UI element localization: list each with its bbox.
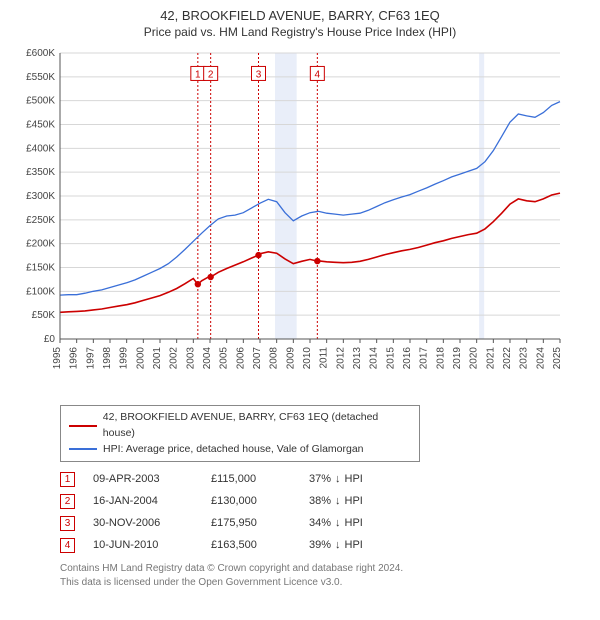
transaction-date: 09-APR-2003 [93,473,193,485]
transaction-pct: 34% [309,517,331,529]
transaction-hpi-label: HPI [345,517,363,529]
arrow-down-icon: ↓ [335,495,341,507]
footer-line-1: Contains HM Land Registry data © Crown c… [60,562,560,576]
x-tick-label: 2005 [219,347,230,370]
x-tick-label: 2013 [352,347,363,370]
transaction-row: 1 09-APR-2003 £115,000 37% ↓ HPI [60,468,588,490]
transaction-index-box: 1 [60,472,75,487]
transaction-hpi-delta: 38% ↓ HPI [309,495,363,507]
transactions-table: 1 09-APR-2003 £115,000 37% ↓ HPI 2 16-JAN-2004 £… [60,468,588,556]
legend-text: 42, BROOKFIELD AVENUE, BARRY, CF63 1EQ (… [103,410,411,442]
x-tick-label: 2019 [452,347,463,370]
legend: 42, BROOKFIELD AVENUE, BARRY, CF63 1EQ (… [60,405,420,462]
x-tick-label: 2008 [269,347,280,370]
y-tick-label: £50K [32,310,56,321]
transaction-row: 3 30-NOV-2006 £175,950 34% ↓ HPI [60,512,588,534]
x-tick-label: 1995 [52,347,63,370]
y-tick-label: £200K [26,239,55,250]
series-line [60,193,560,312]
x-tick-label: 2018 [435,347,446,370]
x-tick-label: 2020 [469,347,480,370]
chart-subtitle: Price paid vs. HM Land Registry's House … [12,25,588,39]
x-tick-label: 2022 [502,347,513,370]
transaction-index-box: 4 [60,538,75,553]
transaction-index-box: 3 [60,516,75,531]
footer-line-2: This data is licensed under the Open Gov… [60,576,560,590]
y-tick-label: £400K [26,143,55,154]
arrow-down-icon: ↓ [335,517,341,529]
transaction-index-box: 2 [60,494,75,509]
x-tick-label: 1999 [119,347,130,370]
x-tick-label: 1997 [85,347,96,370]
y-tick-label: £150K [26,263,55,274]
transaction-hpi-delta: 37% ↓ HPI [309,473,363,485]
y-tick-label: £450K [26,120,55,131]
transaction-hpi-delta: 34% ↓ HPI [309,517,363,529]
transaction-row: 2 16-JAN-2004 £130,000 38% ↓ HPI [60,490,588,512]
legend-item: 42, BROOKFIELD AVENUE, BARRY, CF63 1EQ (… [69,410,411,442]
chart-title: 42, BROOKFIELD AVENUE, BARRY, CF63 1EQ [12,8,588,23]
transaction-pct: 39% [309,539,331,551]
price-chart: £0 £50K £100K £150K £200K £250K £300K £350K £400… [12,47,588,397]
transaction-hpi-label: HPI [345,473,363,485]
x-tick-label: 2000 [135,347,146,370]
transaction-pct: 38% [309,495,331,507]
x-tick-label: 2014 [369,347,380,370]
x-tick-label: 2007 [252,347,263,370]
x-tick-label: 2004 [202,347,213,370]
y-tick-label: £350K [26,167,55,178]
transaction-hpi-delta: 39% ↓ HPI [309,539,363,551]
y-tick-label: £300K [26,191,55,202]
y-tick-label: £550K [26,72,55,83]
transaction-price: £175,950 [211,517,291,529]
y-tick-label: £600K [26,48,55,59]
x-tick-label: 2002 [169,347,180,370]
x-tick-label: 2006 [235,347,246,370]
legend-item: HPI: Average price, detached house, Vale… [69,442,411,458]
page: 42, BROOKFIELD AVENUE, BARRY, CF63 1EQ P… [0,0,600,595]
x-tick-label: 2016 [402,347,413,370]
y-tick-label: £0 [44,334,56,345]
x-tick-label: 2017 [419,347,430,370]
x-tick-label: 2003 [185,347,196,370]
transaction-date: 16-JAN-2004 [93,495,193,507]
arrow-down-icon: ↓ [335,539,341,551]
transaction-price: £115,000 [211,473,291,485]
x-tick-label: 2021 [485,347,496,370]
transaction-price: £130,000 [211,495,291,507]
x-tick-label: 2025 [552,347,563,370]
x-tick-label: 2009 [285,347,296,370]
marker-label: 2 [208,69,214,80]
transaction-price: £163,500 [211,539,291,551]
marker-label: 1 [195,69,201,80]
transaction-hpi-label: HPI [345,495,363,507]
legend-text: HPI: Average price, detached house, Vale… [103,442,364,458]
marker-label: 3 [256,69,262,80]
x-tick-label: 2023 [519,347,530,370]
transaction-row: 4 10-JUN-2010 £163,500 39% ↓ HPI [60,534,588,556]
x-tick-label: 1998 [102,347,113,370]
footer-attribution: Contains HM Land Registry data © Crown c… [60,562,560,589]
x-tick-label: 2001 [152,347,163,370]
transaction-hpi-label: HPI [345,539,363,551]
legend-swatch [69,448,97,450]
transaction-pct: 37% [309,473,331,485]
y-tick-label: £250K [26,215,55,226]
transaction-date: 10-JUN-2010 [93,539,193,551]
transaction-date: 30-NOV-2006 [93,517,193,529]
x-tick-label: 2010 [302,347,313,370]
series-line [60,102,560,296]
y-tick-label: £500K [26,96,55,107]
arrow-down-icon: ↓ [335,473,341,485]
legend-swatch [69,425,97,427]
marker-label: 4 [315,69,321,80]
x-tick-label: 2024 [535,347,546,370]
y-tick-label: £100K [26,286,55,297]
x-tick-label: 2015 [385,347,396,370]
chart-svg: £0 £50K £100K £150K £200K £250K £300K £350K £400… [12,47,572,377]
x-tick-label: 2012 [335,347,346,370]
x-tick-label: 2011 [319,347,330,369]
x-tick-label: 1996 [69,347,80,370]
